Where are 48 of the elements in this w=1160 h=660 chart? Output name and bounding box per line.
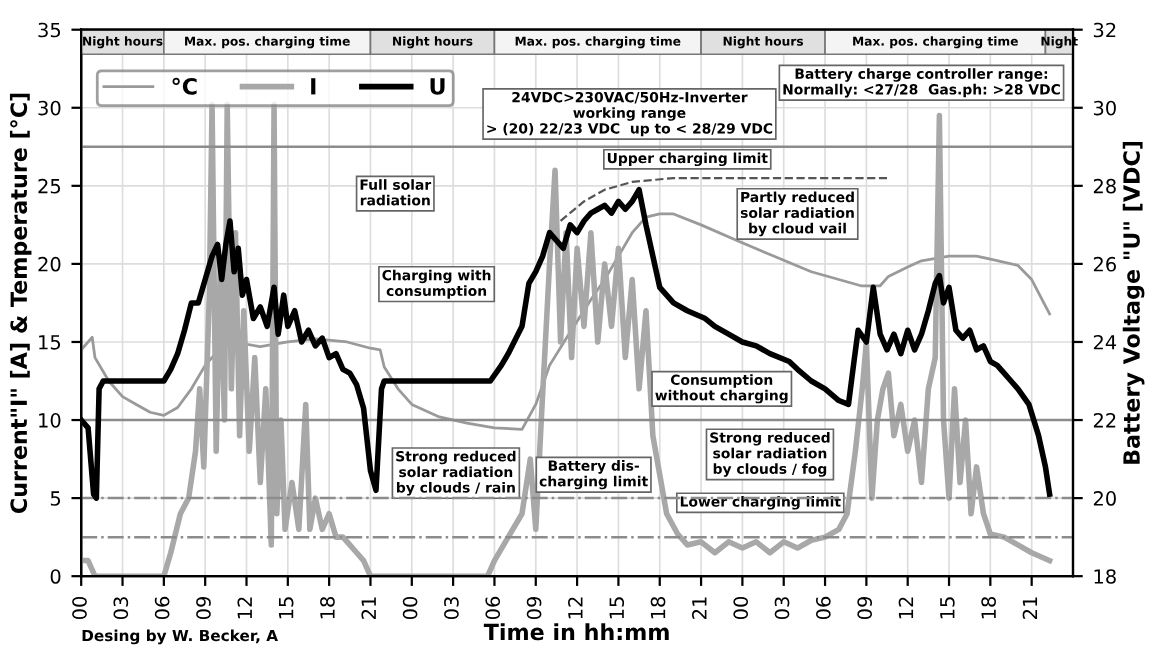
x-tick-label: 21	[692, 597, 707, 619]
y-tick-label: 15	[39, 335, 61, 350]
x-tick-label: 00	[402, 596, 418, 620]
x-tick-label: 18	[320, 596, 335, 619]
x-tick-label: 15	[279, 597, 294, 619]
x-tick-label: 09	[857, 596, 873, 620]
x-axis-title: Time in hh:mm	[483, 623, 669, 641]
line-series	[81, 101, 1053, 577]
y2-tick-label: 32	[1093, 22, 1116, 38]
x-tick-label: 15	[609, 597, 625, 619]
line-series	[559, 176, 889, 223]
x-tick-label: 00	[733, 596, 749, 620]
x-tick-label: 15	[940, 597, 955, 619]
x-tick-label: 21	[1022, 597, 1038, 619]
x-tick-label: 18	[650, 596, 666, 619]
y2-tick-label: 20	[1093, 491, 1116, 506]
legend-label: I	[311, 78, 316, 95]
x-tick-label: 09	[526, 596, 542, 620]
x-tick-label: 03	[444, 597, 459, 620]
y-tick-label: 20	[38, 256, 61, 272]
y2-tick-label: 22	[1093, 413, 1116, 428]
y2-tick-label: 28	[1093, 178, 1116, 194]
x-tick-label: 18	[981, 596, 996, 619]
x-tick-label: 06	[154, 596, 170, 620]
x-tick-label: 09	[196, 596, 211, 620]
y-tick-label: 30	[38, 100, 61, 116]
x-tick-label: 06	[815, 596, 831, 620]
legend-label: °C	[172, 77, 197, 95]
x-tick-label: 06	[485, 596, 501, 620]
y-tick-label: 5	[50, 491, 61, 506]
legend-label: U	[430, 78, 445, 95]
y-tick-label: 0	[50, 569, 61, 584]
y-tick-label: 25	[38, 178, 61, 194]
y2-tick-label: 26	[1093, 256, 1116, 272]
y2-tick-label: 30	[1093, 100, 1116, 116]
y-axis-title: Current"I" [A] & Temperature [°C]	[9, 93, 32, 514]
x-tick-label: 12	[237, 597, 252, 619]
x-tick-label: 03	[113, 597, 129, 620]
x-tick-label: 21	[361, 597, 376, 619]
x-tick-label: 03	[774, 597, 790, 620]
y2-axis-title: Battery Voltage "U" [VDC]	[1122, 141, 1145, 464]
x-tick-label: 12	[898, 597, 914, 619]
y2-tick-label: 18	[1094, 569, 1116, 584]
y2-tick-label: 24	[1093, 334, 1117, 350]
x-tick-label: 12	[568, 597, 583, 619]
y-tick-label: 35	[38, 22, 61, 38]
x-tick-label: 00	[72, 596, 87, 620]
y-tick-label: 10	[39, 413, 61, 428]
